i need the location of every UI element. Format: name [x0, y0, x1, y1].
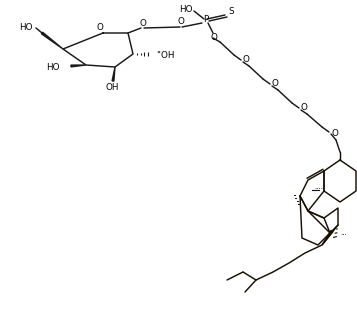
Text: O: O [301, 103, 307, 112]
Text: O: O [211, 34, 217, 43]
Polygon shape [71, 65, 86, 67]
Text: HO: HO [180, 6, 193, 15]
Text: O: O [272, 79, 278, 88]
Polygon shape [41, 32, 63, 49]
Text: O: O [96, 23, 104, 32]
Text: O: O [177, 18, 185, 27]
Text: ....: .... [315, 184, 323, 190]
Text: ''OH: ''OH [156, 51, 175, 60]
Text: OH: OH [105, 84, 119, 93]
Text: HO: HO [46, 63, 60, 72]
Polygon shape [112, 67, 115, 81]
Text: S: S [228, 7, 234, 16]
Text: ...: ... [341, 230, 347, 236]
Polygon shape [322, 230, 333, 245]
Text: O: O [140, 19, 146, 28]
Text: O: O [242, 55, 250, 64]
Text: HO: HO [20, 24, 33, 33]
Text: O: O [332, 129, 338, 138]
Text: P: P [203, 16, 208, 25]
